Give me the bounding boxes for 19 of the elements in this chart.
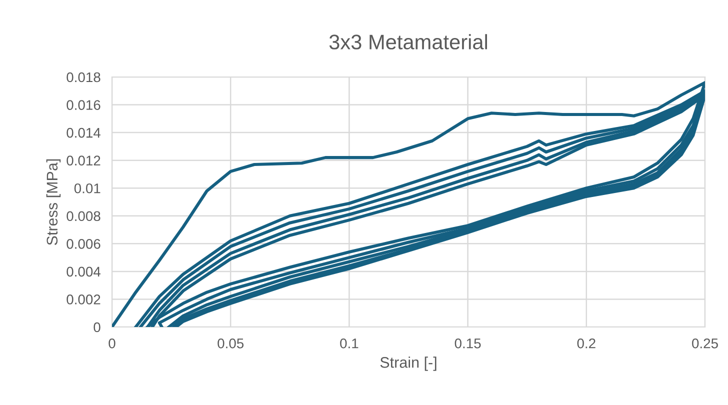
x-tick-label: 0.1 xyxy=(340,338,358,348)
y-axis-title: Stress [MPa] xyxy=(46,159,61,246)
chart-title: 3x3 Metamaterial xyxy=(329,34,488,50)
y-tick-label: 0.01 xyxy=(74,183,100,194)
y-tick-label: 0.002 xyxy=(66,294,100,304)
y-tick-label: 0 xyxy=(94,322,100,332)
y-tick-label: 0.012 xyxy=(66,156,100,166)
y-tick-label: 0.004 xyxy=(66,266,100,277)
x-tick-label: 0.05 xyxy=(218,338,244,348)
y-tick-label: 0.016 xyxy=(66,100,100,110)
x-tick-label: 0.2 xyxy=(577,338,596,348)
x-tick-label: 0.25 xyxy=(692,338,718,348)
y-tick-label: 0.006 xyxy=(66,239,100,249)
x-axis-title: Strain [-] xyxy=(380,356,436,371)
y-tick-label: 0.018 xyxy=(66,72,100,82)
x-tick-label: 0.15 xyxy=(454,338,481,348)
y-tick-label: 0.008 xyxy=(66,211,100,222)
x-tick-label: 0 xyxy=(108,338,116,348)
y-tick-label: 0.014 xyxy=(66,128,100,138)
